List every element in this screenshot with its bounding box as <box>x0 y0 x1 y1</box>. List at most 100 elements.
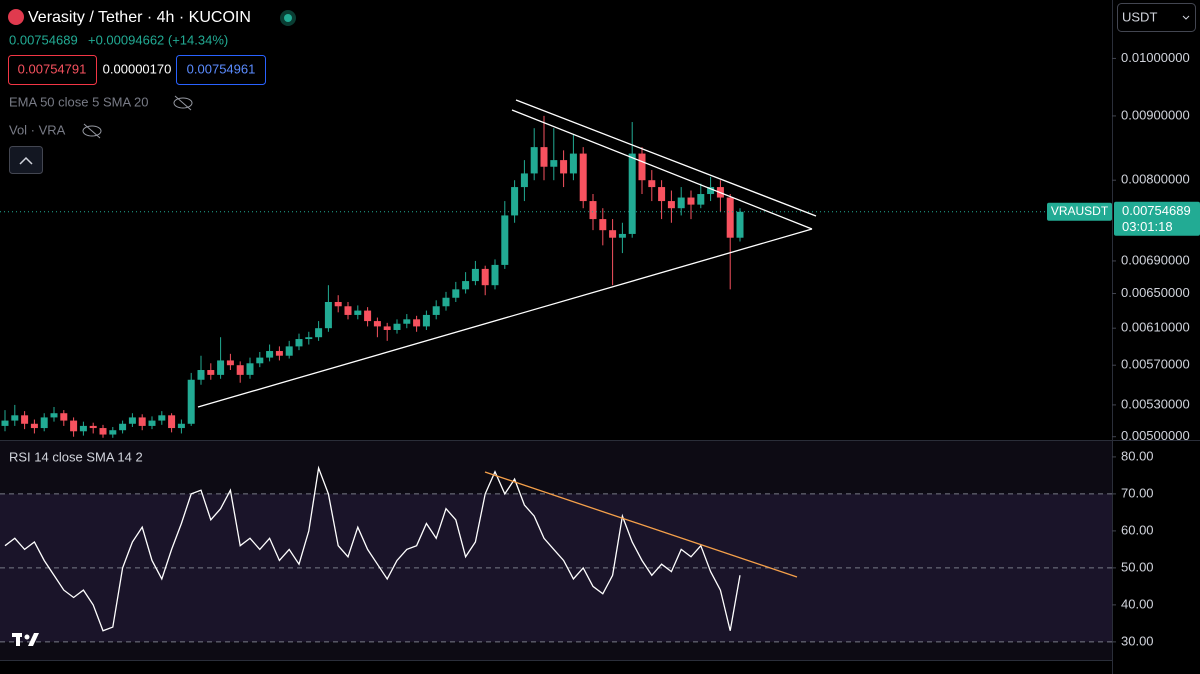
candle-body <box>70 420 78 432</box>
candle-body <box>207 370 215 375</box>
candle-body <box>187 379 195 424</box>
candle-body <box>109 430 117 435</box>
candle-body <box>667 201 675 209</box>
candle-body <box>697 194 705 205</box>
candle-body <box>383 326 391 330</box>
y-tick-label: 0.00900000 <box>1121 107 1190 122</box>
y-tick-label: 70.00 <box>1121 485 1154 500</box>
indicator-legend[interactable]: EMA 50 close 5 SMA 20 <box>9 94 148 109</box>
candle-body <box>540 147 548 167</box>
candle-body <box>89 425 97 429</box>
candle-body <box>305 337 313 340</box>
candle-body <box>393 323 401 330</box>
candle-body <box>285 346 293 356</box>
candle-body <box>707 187 715 195</box>
candle-body <box>197 370 205 380</box>
candle-body <box>99 428 107 435</box>
candle-body <box>128 417 136 424</box>
candle-body <box>520 173 528 188</box>
dropdown-icon <box>1182 15 1190 20</box>
y-tick-label: 0.00500000 <box>1121 428 1190 443</box>
candle-body <box>30 423 38 429</box>
candle-body <box>344 306 352 315</box>
ask-price[interactable]: 0.00754961 <box>187 61 256 76</box>
candle-body <box>177 423 185 429</box>
candle-body <box>1 420 9 426</box>
candle-body <box>40 417 48 429</box>
candle-body <box>511 187 519 216</box>
rsi-band <box>0 493 1112 642</box>
candle-body <box>471 268 479 282</box>
candle-body <box>609 230 617 238</box>
ask-box[interactable] <box>176 55 266 85</box>
y-tick-label: 0.00610000 <box>1121 320 1190 335</box>
tv-logo <box>12 633 39 646</box>
candle-body <box>236 365 244 375</box>
candle-body <box>275 351 283 356</box>
indicator-legend[interactable]: Vol · VRA <box>9 122 66 137</box>
market-status-dot <box>284 14 292 22</box>
candle-body <box>491 264 499 286</box>
candle-body <box>618 233 626 238</box>
trend-line <box>197 228 813 408</box>
candle-body <box>256 357 264 364</box>
symbol-label-box <box>1047 202 1112 221</box>
candle-body <box>432 306 440 315</box>
trend-line <box>511 109 813 230</box>
candle-body <box>138 417 146 426</box>
hidden-icon[interactable] <box>82 95 193 139</box>
candle-body <box>324 301 332 329</box>
y-tick-label: 0.00530000 <box>1121 396 1190 411</box>
candle-body <box>246 363 254 375</box>
price-change: +0.00094662 (+14.34%) <box>88 32 228 47</box>
price-label: 0.00754689 <box>1122 203 1191 218</box>
bid-price[interactable]: 0.00754791 <box>18 61 87 76</box>
y-tick-label: 0.00690000 <box>1121 252 1190 267</box>
candle-body <box>364 310 372 322</box>
candle-body <box>589 201 597 220</box>
currency[interactable]: USDT <box>1122 9 1157 24</box>
y-tick-label: 0.00800000 <box>1121 172 1190 187</box>
collapse-icon <box>19 156 33 165</box>
indicator-title[interactable]: RSI 14 close SMA 14 2 <box>9 449 143 464</box>
collapse-button[interactable] <box>9 146 43 174</box>
rsi-trend-line <box>484 471 798 578</box>
y-tick-label: 0.00570000 <box>1121 357 1190 372</box>
candle-body <box>334 301 342 307</box>
candle-body <box>658 187 666 202</box>
currency-select[interactable] <box>1117 3 1196 32</box>
candle-body <box>648 180 656 188</box>
bid-box[interactable] <box>8 55 97 85</box>
candle-body <box>403 319 411 324</box>
candle-body <box>442 297 450 307</box>
symbol-title[interactable]: Verasity / Tether · 4h · KUCOIN <box>28 9 251 26</box>
y-tick-label: 0.01000000 <box>1121 50 1190 65</box>
candle-body <box>638 153 646 181</box>
candle-body <box>21 415 29 424</box>
spread: 0.00000170 <box>103 61 172 76</box>
y-tick-label: 30.00 <box>1121 633 1154 648</box>
candle-body <box>217 360 225 375</box>
candle-body <box>60 413 68 421</box>
candle-body <box>422 314 430 327</box>
rsi-line <box>4 465 741 632</box>
candle-body <box>452 289 460 298</box>
candle-body <box>158 415 166 421</box>
trend-line <box>515 99 817 217</box>
y-tick-label: 50.00 <box>1121 559 1154 574</box>
candle-body <box>373 321 381 327</box>
candle-body <box>413 319 421 327</box>
candle-body <box>315 328 323 338</box>
y-tick-label: 60.00 <box>1121 522 1154 537</box>
candle-body <box>481 268 489 286</box>
candle-body <box>550 160 558 167</box>
candle-body <box>579 153 587 202</box>
candle-body <box>726 197 734 238</box>
candle-body <box>677 197 685 209</box>
symbol-label: VRAUSDT <box>1051 204 1109 218</box>
countdown: 03:01:18 <box>1122 219 1173 234</box>
candle-body <box>354 310 362 315</box>
candle-body <box>736 211 744 238</box>
